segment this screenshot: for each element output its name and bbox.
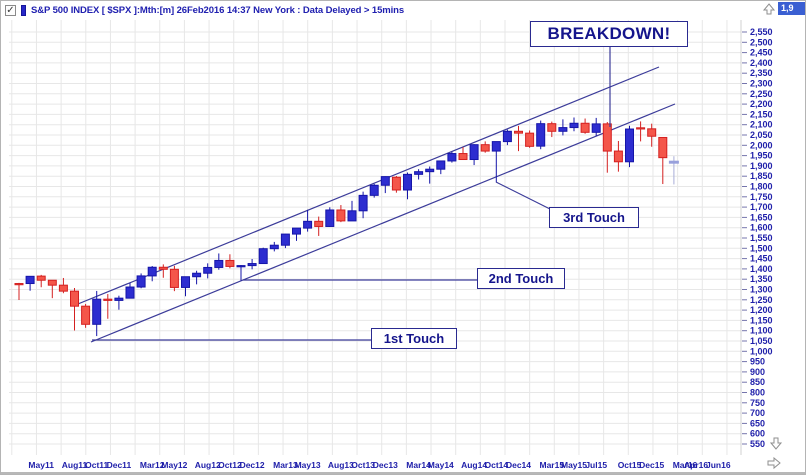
svg-text:1,950: 1,950 [750, 151, 773, 161]
annotation-pointers [92, 47, 611, 341]
annotation-2nd-touch[interactable]: 2nd Touch [477, 268, 565, 289]
svg-text:Oct15: Oct15 [618, 460, 642, 470]
svg-text:750: 750 [750, 398, 765, 408]
svg-text:Oct12: Oct12 [218, 460, 242, 470]
svg-text:1,450: 1,450 [750, 254, 773, 264]
svg-text:1,350: 1,350 [750, 274, 773, 284]
price-alert-value[interactable]: 1,9 [778, 2, 805, 15]
svg-text:1,500: 1,500 [750, 243, 773, 253]
chart-visibility-checkbox[interactable]: ✓ [5, 4, 16, 16]
svg-text:Dec11: Dec11 [107, 460, 132, 470]
svg-text:Mar12: Mar12 [140, 460, 165, 470]
svg-text:Jun16: Jun16 [706, 460, 731, 470]
svg-text:Mar15: Mar15 [540, 460, 565, 470]
svg-text:850: 850 [750, 377, 765, 387]
svg-text:1,650: 1,650 [750, 212, 773, 222]
svg-text:1,000: 1,000 [750, 346, 773, 356]
scroll-down-arrow-icon[interactable] [770, 437, 783, 450]
svg-text:2,150: 2,150 [750, 109, 773, 119]
svg-text:Mar14: Mar14 [406, 460, 431, 470]
svg-text:2,400: 2,400 [750, 58, 773, 68]
svg-text:May12: May12 [161, 460, 187, 470]
svg-text:2,250: 2,250 [750, 89, 773, 99]
svg-text:1,100: 1,100 [750, 326, 773, 336]
svg-text:Apr16: Apr16 [684, 460, 708, 470]
svg-text:May15: May15 [561, 460, 587, 470]
svg-text:Dec13: Dec13 [373, 460, 398, 470]
svg-text:May14: May14 [428, 460, 454, 470]
svg-text:Oct11: Oct11 [85, 460, 108, 470]
annotation-3rd-touch[interactable]: 3rd Touch [549, 207, 639, 228]
svg-text:Mar16: Mar16 [673, 460, 698, 470]
svg-text:650: 650 [750, 418, 765, 428]
svg-text:Oct13: Oct13 [351, 460, 375, 470]
svg-text:2,450: 2,450 [750, 48, 773, 58]
svg-text:Aug13: Aug13 [328, 460, 354, 470]
svg-text:1,800: 1,800 [750, 182, 773, 192]
annotation-breakdown[interactable]: BREAKDOWN! [530, 21, 688, 47]
svg-text:2,200: 2,200 [750, 99, 773, 109]
svg-text:2,100: 2,100 [750, 120, 773, 130]
chart-titlebar: ✓ S&P 500 INDEX [ $SPX ]:Mth:[m] 26Feb20… [1, 1, 805, 19]
annotation-1st-touch[interactable]: 1st Touch [371, 328, 457, 349]
svg-text:Jul15: Jul15 [585, 460, 607, 470]
svg-text:2,000: 2,000 [750, 140, 773, 150]
svg-text:950: 950 [750, 357, 765, 367]
svg-text:900: 900 [750, 367, 765, 377]
svg-text:1,400: 1,400 [750, 264, 773, 274]
svg-text:Dec14: Dec14 [506, 460, 531, 470]
y-axis: 2,5502,5002,4502,4002,3502,3002,2502,200… [742, 27, 773, 449]
svg-text:1,750: 1,750 [750, 192, 773, 202]
svg-text:550: 550 [750, 439, 765, 449]
scroll-up-arrow-icon[interactable] [763, 3, 775, 15]
candlestick-series-icon [21, 4, 26, 16]
svg-text:1,200: 1,200 [750, 305, 773, 315]
svg-text:1,150: 1,150 [750, 315, 773, 325]
chart-title: S&P 500 INDEX [ $SPX ]:Mth:[m] 26Feb2016… [31, 4, 405, 16]
svg-text:700: 700 [750, 408, 765, 418]
svg-text:2,300: 2,300 [750, 79, 773, 89]
svg-text:1,550: 1,550 [750, 233, 773, 243]
scroll-right-arrow-icon[interactable] [767, 457, 781, 470]
trend-channel [72, 66, 676, 343]
svg-text:Oct14: Oct14 [484, 460, 508, 470]
window-bottom-edge [1, 472, 805, 474]
svg-text:Aug12: Aug12 [195, 460, 221, 470]
svg-text:2,550: 2,550 [750, 27, 773, 37]
svg-text:Dec15: Dec15 [639, 460, 664, 470]
svg-text:May11: May11 [28, 460, 54, 470]
svg-text:2,050: 2,050 [750, 130, 773, 140]
svg-text:1,050: 1,050 [750, 336, 773, 346]
svg-text:1,700: 1,700 [750, 202, 773, 212]
svg-text:2,500: 2,500 [750, 37, 773, 47]
grid [9, 20, 742, 455]
svg-text:1,850: 1,850 [750, 171, 773, 181]
svg-text:Aug11: Aug11 [62, 460, 88, 470]
svg-text:1,900: 1,900 [750, 161, 773, 171]
svg-text:Aug14: Aug14 [461, 460, 487, 470]
svg-text:800: 800 [750, 388, 765, 398]
svg-text:1,250: 1,250 [750, 295, 773, 305]
svg-text:1,300: 1,300 [750, 285, 773, 295]
svg-text:600: 600 [750, 429, 765, 439]
svg-text:May13: May13 [295, 460, 321, 470]
svg-text:1,600: 1,600 [750, 223, 773, 233]
svg-text:Dec12: Dec12 [240, 460, 265, 470]
candles [14, 117, 679, 337]
svg-text:2,350: 2,350 [750, 68, 773, 78]
svg-text:Mar13: Mar13 [273, 460, 298, 470]
